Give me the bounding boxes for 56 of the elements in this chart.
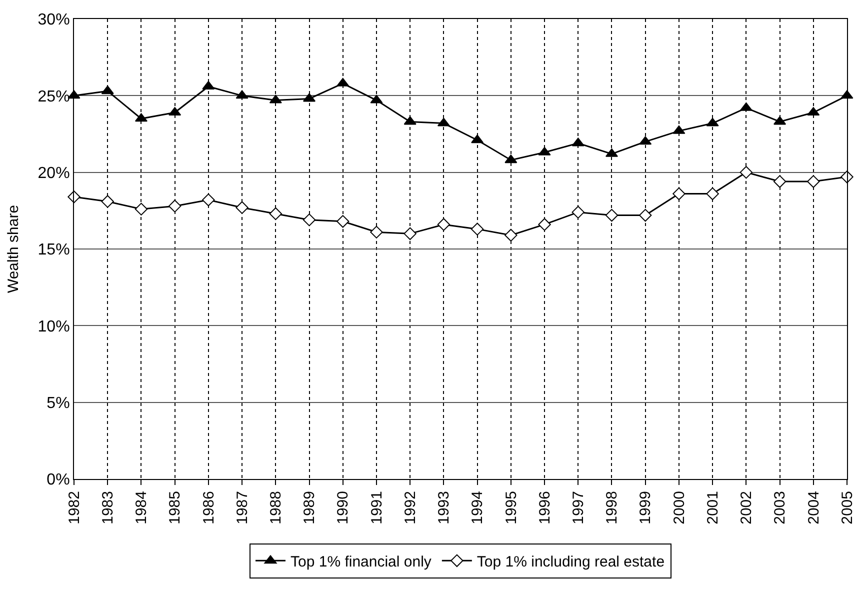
x-tick-label: 1994	[469, 491, 486, 524]
point	[538, 218, 551, 231]
y-tick-label: 15%	[38, 242, 70, 259]
point	[134, 202, 148, 216]
point	[740, 166, 753, 179]
point	[336, 215, 350, 228]
y-tick-label: 10%	[38, 318, 70, 336]
x-tick-label: 1985	[166, 491, 184, 524]
y-tick-label: 0%	[46, 472, 70, 489]
point	[302, 214, 316, 226]
point	[404, 227, 416, 240]
x-tick-label: 1990	[334, 491, 352, 524]
x-tick-label: 1982	[66, 491, 83, 524]
x-tick-label: 1993	[436, 491, 453, 524]
y-tick-label: 30%	[38, 12, 70, 29]
point	[807, 175, 820, 188]
point	[504, 228, 518, 242]
point	[672, 187, 686, 200]
x-tick-label: 2001	[704, 491, 722, 524]
y-tick-label: 5%	[46, 394, 70, 412]
point	[370, 226, 383, 238]
x-tick-label: 1984	[133, 491, 150, 524]
point	[706, 187, 719, 200]
x-tick-label: 2003	[772, 491, 789, 524]
x-tick-label: 2000	[670, 491, 688, 524]
point	[236, 201, 248, 214]
x-tick-label: 1987	[234, 491, 251, 524]
point	[437, 218, 450, 231]
x-tick-label: 1989	[301, 491, 318, 524]
x-tick-label: 1986	[200, 491, 218, 524]
x-tick-label: 2005	[838, 491, 856, 524]
point	[168, 200, 182, 212]
x-tick-label: 1996	[536, 491, 554, 524]
x-tick-label: 2004	[805, 491, 822, 524]
x-tick-label: 1997	[570, 491, 588, 524]
legend-label: Top 1% financial only	[290, 554, 432, 570]
point	[773, 175, 786, 188]
y-tick-label: 25%	[38, 88, 70, 106]
y-axis-title: Wealth share	[5, 204, 22, 294]
point	[470, 222, 484, 236]
point	[605, 208, 618, 222]
x-tick-label: 1991	[368, 491, 386, 524]
x-tick-label: 1998	[604, 491, 621, 524]
point	[202, 194, 215, 206]
point	[572, 206, 584, 219]
y-tick-label: 20%	[38, 164, 70, 182]
point	[101, 195, 114, 208]
x-tick-label: 1992	[402, 491, 419, 524]
x-tick-label: 1988	[268, 491, 285, 524]
x-tick-label: 1995	[502, 491, 520, 524]
x-tick-label: 2002	[738, 491, 756, 524]
x-tick-label: 1983	[99, 491, 116, 524]
point	[639, 208, 652, 222]
legend-label: Top 1% including real estate	[476, 554, 665, 570]
x-tick-label: 1999	[637, 491, 654, 524]
point	[269, 207, 282, 220]
